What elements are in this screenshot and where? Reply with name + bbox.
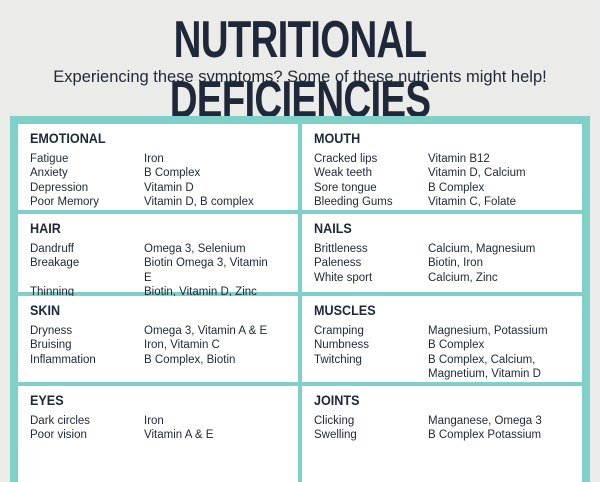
- symptom: Poor vision: [30, 429, 87, 442]
- symptom: Dryness: [30, 325, 73, 337]
- section: SKIN Dryness Omega 3, Vitamin A & E Bruisin…: [18, 296, 298, 382]
- symptom: Depression: [30, 181, 89, 194]
- symptom: Bleeding Gums: [314, 195, 393, 208]
- symptom: Cracked lips: [314, 153, 378, 165]
- symptom-row: Clicking Manganese, Omega 3: [314, 414, 572, 428]
- nutrient: Omega 3, Selenium: [144, 243, 246, 255]
- symptom-row: Breakage Biotin Omega 3, Vitamin E: [30, 256, 288, 285]
- nutrient: Calcium, Magnesium: [428, 243, 536, 255]
- symptom-row: Poor vision Vitamin A & E: [30, 428, 288, 442]
- section: EYES Dark circles Iron Poor vision Vitamin A…: [18, 386, 298, 482]
- symptom-row: Numbness B Complex: [314, 338, 572, 352]
- nutrient: B Complex, Calcium, Magnetium, Vitamin D: [428, 353, 541, 380]
- nutrient: Vitamin D: [144, 181, 194, 194]
- symptom-row: Bleeding Gums Vitamin C, Folate: [314, 195, 572, 209]
- symptom-row: Inflammation B Complex, Biotin: [30, 353, 288, 367]
- symptom-row: Brittleness Calcium, Magnesium: [314, 242, 572, 256]
- symptom: Anxiety: [30, 167, 68, 180]
- symptom: Cramping: [314, 325, 364, 337]
- symptom-row: Bruising Iron, Vitamin C: [30, 338, 288, 352]
- symptom: Breakage: [30, 257, 80, 270]
- section: NAILS Brittleness Calcium, Magnesium Palene…: [302, 214, 582, 292]
- section-title: MOUTH: [314, 130, 361, 146]
- nutrient: Vitamin D, B complex: [144, 195, 254, 208]
- section: MUSCLES Cramping Magnesium, Potassium Numbn…: [302, 296, 582, 382]
- nutrient: B Complex: [428, 181, 485, 194]
- section: JOINTS Clicking Manganese, Omega 3 Swelling…: [302, 386, 582, 482]
- symptom-row: Cracked lips Vitamin B12: [314, 152, 572, 166]
- section-title: EYES: [30, 392, 64, 408]
- symptom: Thinning: [30, 285, 75, 298]
- symptom-row: Anxiety B Complex: [30, 166, 288, 180]
- subtitle: Experiencing these symptoms? Some of the…: [53, 68, 547, 86]
- symptom-row: Depression Vitamin D: [30, 181, 288, 195]
- symptom-row: Weak teeth Vitamin D, Calcium: [314, 166, 572, 180]
- symptom: Sore tongue: [314, 181, 377, 194]
- symptom-row: Dark circles Iron: [30, 414, 288, 428]
- symptom: Dark circles: [30, 415, 91, 427]
- symptom: Numbness: [314, 339, 369, 352]
- symptom: Poor Memory: [30, 195, 100, 208]
- symptom: Inflammation: [30, 353, 96, 366]
- symptom: Fatigue: [30, 153, 69, 165]
- symptom-row: Dandruff Omega 3, Selenium: [30, 242, 288, 256]
- section-title: NAILS: [314, 220, 352, 236]
- symptom: Clicking: [314, 415, 355, 427]
- nutrient: Omega 3, Vitamin A & E: [144, 325, 268, 337]
- nutrient: B Complex: [144, 167, 201, 180]
- nutrient: B Complex: [428, 339, 485, 352]
- nutrient: Iron, Vitamin C: [144, 339, 220, 352]
- nutrient: Biotin Omega 3, Vitamin E: [144, 257, 268, 284]
- section: MOUTH Cracked lips Vitamin B12 Weak teeth Vi…: [302, 124, 582, 210]
- symptom: Bruising: [30, 339, 72, 352]
- deficiency-table: EMOTIONAL Fatigue Iron Anxiety B Complex Depr…: [10, 116, 590, 482]
- symptom-row: Fatigue Iron: [30, 152, 288, 166]
- title: NUTRITIONAL DEFICIENCIES: [169, 11, 431, 129]
- symptom: Swelling: [314, 429, 357, 442]
- nutrient: Magnesium, Potassium: [428, 325, 548, 337]
- symptom: White sport: [314, 271, 373, 284]
- symptom-row: Swelling B Complex Potassium: [314, 428, 572, 442]
- symptom: Brittleness: [314, 243, 368, 255]
- nutrient: B Complex, Biotin: [144, 353, 236, 366]
- symptom-row: Thinning Biotin, Vitamin D, Zinc: [30, 285, 288, 299]
- nutrient: Vitamin D, Calcium: [428, 167, 526, 180]
- section-title: SKIN: [30, 302, 61, 318]
- nutrient: Calcium, Zinc: [428, 271, 498, 284]
- symptom-row: Cramping Magnesium, Potassium: [314, 324, 572, 338]
- symptom-row: Paleness Biotin, Iron: [314, 256, 572, 270]
- section-title: EMOTIONAL: [30, 130, 106, 146]
- section: HAIR Dandruff Omega 3, Selenium Breakage Bio…: [18, 214, 298, 298]
- section-title: JOINTS: [314, 392, 360, 408]
- symptom-row: Twitching B Complex, Calcium, Magnetium, …: [314, 353, 572, 382]
- section: EMOTIONAL Fatigue Iron Anxiety B Complex Depr…: [18, 124, 298, 210]
- nutrient: Biotin, Iron: [428, 257, 483, 270]
- symptom-row: White sport Calcium, Zinc: [314, 271, 572, 285]
- symptom: Twitching: [314, 353, 362, 366]
- nutrient: Iron: [144, 153, 164, 165]
- section-title: HAIR: [30, 220, 61, 236]
- nutrient: B Complex Potassium: [428, 429, 542, 442]
- nutrient: Manganese, Omega 3: [428, 415, 542, 427]
- symptom-row: Sore tongue B Complex: [314, 181, 572, 195]
- symptom: Dandruff: [30, 243, 74, 255]
- symptom-row: Poor Memory Vitamin D, B complex: [30, 195, 288, 209]
- nutrient: Vitamin C, Folate: [428, 195, 516, 208]
- nutrient: Biotin, Vitamin D, Zinc: [144, 285, 257, 298]
- nutrient: Vitamin A & E: [144, 429, 214, 442]
- section-title: MUSCLES: [314, 302, 376, 318]
- nutrient: Vitamin B12: [428, 153, 490, 165]
- symptom: Weak teeth: [314, 167, 372, 180]
- nutrient: Iron: [144, 415, 164, 427]
- symptom-row: Dryness Omega 3, Vitamin A & E: [30, 324, 288, 338]
- symptom: Paleness: [314, 257, 362, 270]
